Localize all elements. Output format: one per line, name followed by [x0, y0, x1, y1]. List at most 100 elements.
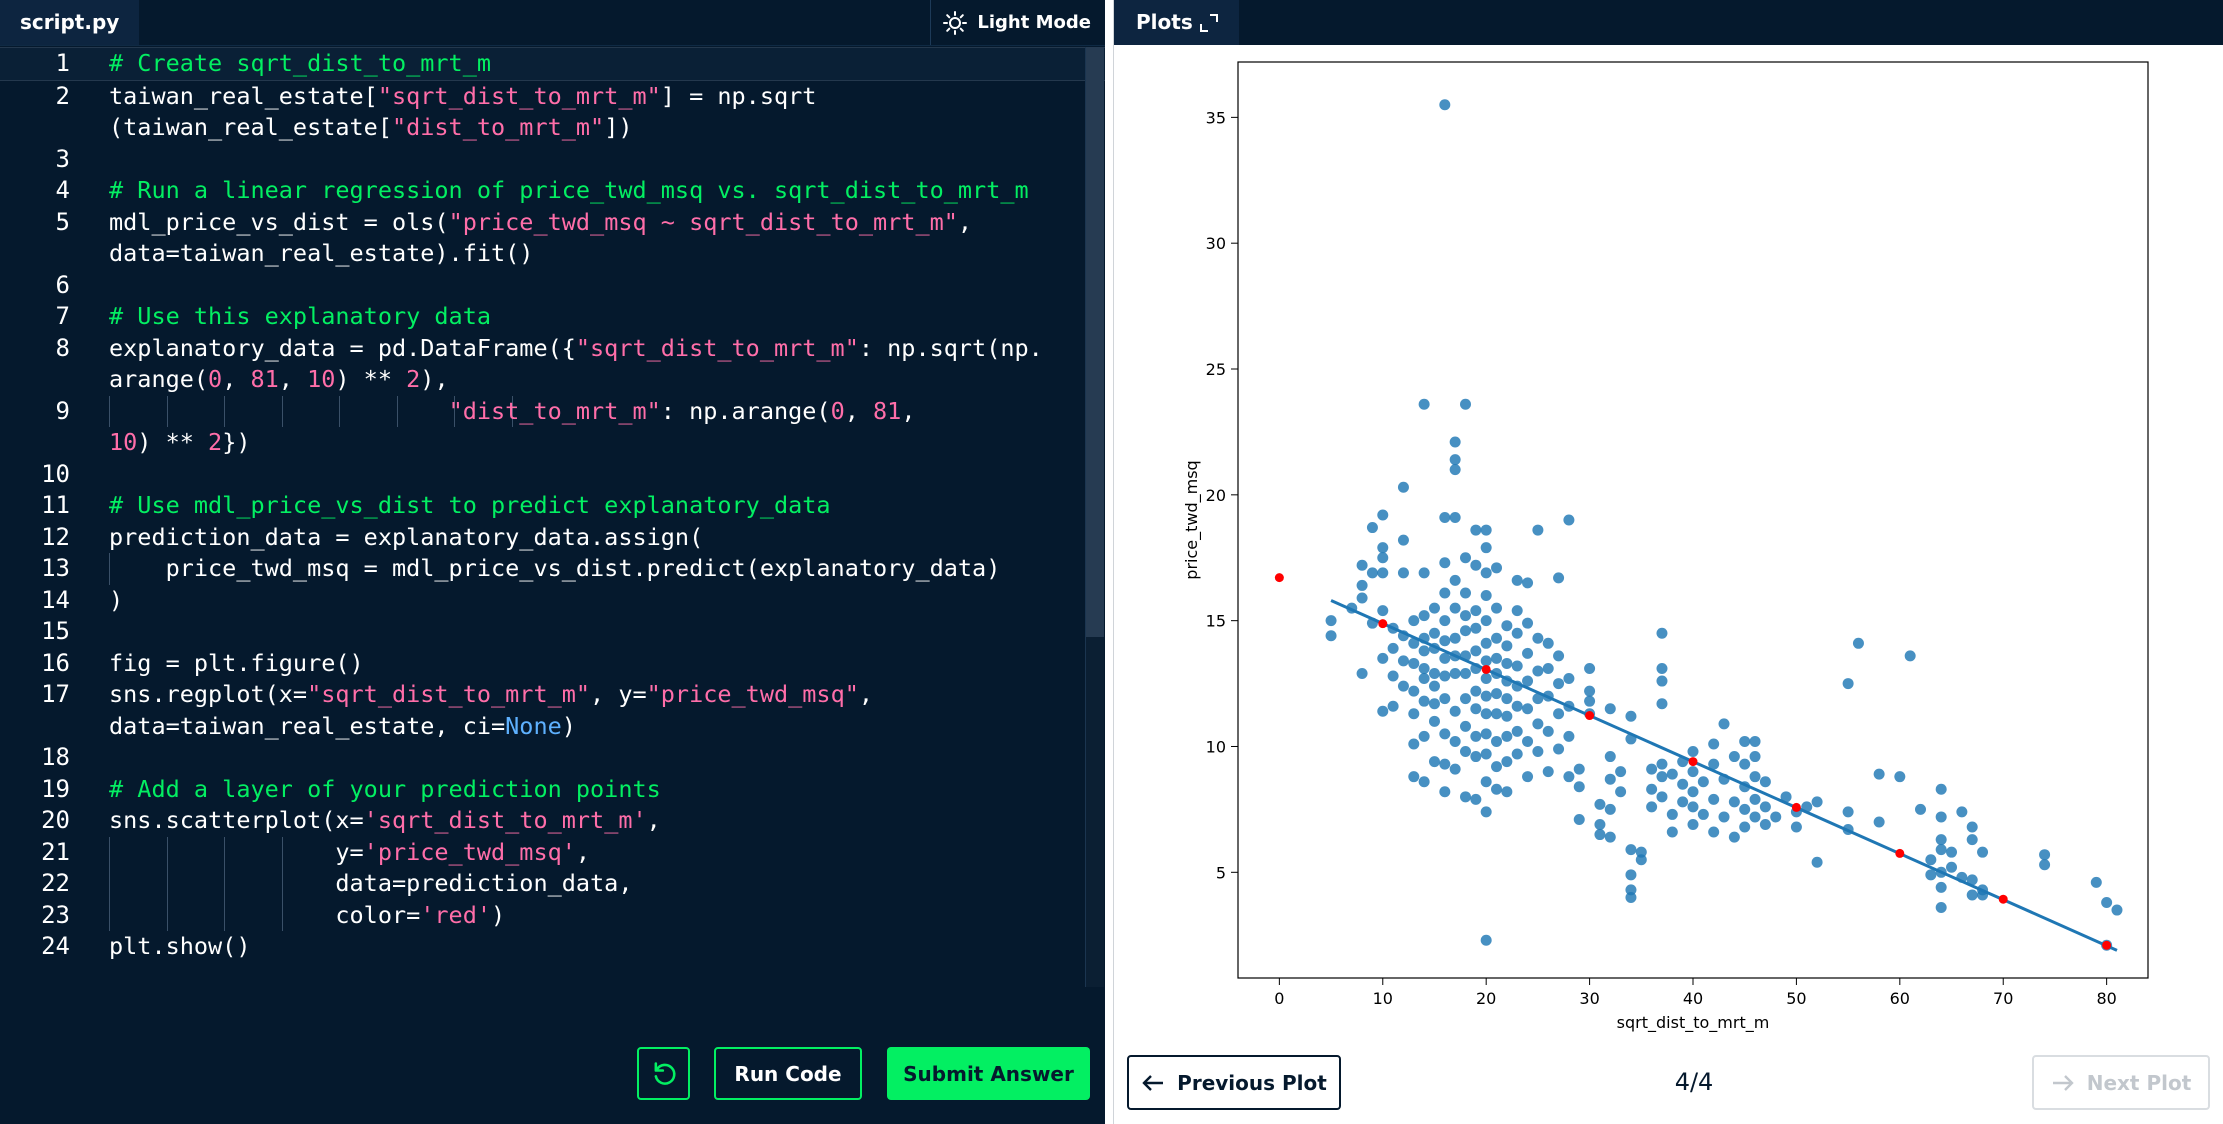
code-line[interactable]: data=taiwan_real_estate, ci=None): [0, 711, 1105, 743]
data-point: [1532, 632, 1544, 644]
code-text: explanatory_data = pd.DataFrame({"sqrt_d…: [109, 333, 1043, 365]
code-line[interactable]: 11 # Use mdl_price_vs_dist to predict exp…: [0, 490, 1105, 522]
code-line[interactable]: 5 mdl_price_vs_dist = ols("price_twd_msq …: [0, 207, 1105, 239]
data-point: [1491, 602, 1503, 614]
code-line[interactable]: arange(0, 81, 10) ** 2),: [0, 364, 1105, 396]
data-point: [1470, 645, 1482, 657]
code-line[interactable]: 21 y='price_twd_msq',: [0, 836, 1105, 868]
next-plot-button[interactable]: Next Plot: [2032, 1055, 2210, 1110]
data-point: [1377, 652, 1389, 664]
reset-button[interactable]: [637, 1047, 690, 1100]
code-line[interactable]: 6: [0, 270, 1105, 302]
code-text: color='red'): [109, 900, 505, 932]
code-line[interactable]: 23 color='red'): [0, 899, 1105, 932]
previous-plot-button[interactable]: Previous Plot: [1127, 1055, 1341, 1110]
data-point: [1542, 637, 1554, 649]
data-point: [1687, 818, 1699, 830]
code-token: "price_twd_msq": [646, 680, 859, 708]
code-line[interactable]: 4 # Run a linear regression of price_twd_…: [0, 175, 1105, 207]
plot-frame: [1237, 61, 2149, 979]
code-line[interactable]: 18: [0, 742, 1105, 774]
data-point: [1480, 934, 1492, 946]
sun-icon: [943, 10, 968, 35]
run-code-button[interactable]: Run Code: [714, 1047, 862, 1100]
plots-tab-label: Plots: [1136, 10, 1193, 34]
code-line[interactable]: 13 price_twd_msq = mdl_price_vs_dist.pre…: [0, 553, 1105, 585]
y-tick-label: 20: [1206, 486, 1226, 505]
editor-scrollbar[interactable]: [1085, 47, 1104, 987]
data-point: [1460, 398, 1471, 410]
data-point: [1594, 798, 1606, 810]
code-line[interactable]: 14): [0, 585, 1105, 617]
expand-icon[interactable]: [1199, 13, 1219, 33]
data-point: [1935, 881, 1947, 893]
data-point: [1408, 615, 1420, 627]
code-token: ,: [278, 365, 308, 393]
editor-tab-bar: script.py Light Mode: [0, 0, 1105, 46]
data-point: [1625, 844, 1637, 856]
prediction-point: [1895, 848, 1905, 858]
code-line[interactable]: 24 plt.show(): [0, 931, 1105, 963]
data-point: [1511, 700, 1523, 712]
code-editor[interactable]: 1 # Create sqrt_dist_to_mrt_m 2 taiwan_real…: [0, 47, 1105, 987]
data-point: [1604, 803, 1616, 815]
code-line[interactable]: 12 prediction_data = explanatory_data.ass…: [0, 522, 1105, 554]
data-point: [1397, 567, 1409, 579]
code-line[interactable]: 1 # Create sqrt_dist_to_mrt_m: [0, 47, 1105, 81]
code-line[interactable]: 7 # Use this explanatory data: [0, 301, 1105, 333]
editor-panel: script.py Light Mode 1 # Create sqrt_dist…: [0, 0, 1105, 1124]
indent-guide: [454, 395, 455, 427]
code-line[interactable]: 20 sns.scatterplot(x='sqrt_dist_to_mrt_m'…: [0, 805, 1105, 837]
data-point: [1604, 751, 1616, 763]
data-point: [2039, 859, 2051, 871]
plot-navigation: Previous Plot 4/4 Next Plot: [1114, 1055, 2223, 1110]
code-token: data=prediction_data,: [109, 869, 633, 897]
code-line[interactable]: 9 "dist_to_mrt_m": np.arange(0, 81,: [0, 395, 1105, 427]
code-line[interactable]: 10) ** 2}): [0, 427, 1105, 459]
code-token: ,: [222, 365, 251, 393]
code-token: 0: [208, 365, 223, 393]
tab-plots[interactable]: Plots: [1114, 0, 1239, 45]
data-point: [1470, 622, 1482, 634]
code-line[interactable]: 3: [0, 144, 1105, 176]
editor-scroll-thumb[interactable]: [1086, 47, 1104, 637]
code-line[interactable]: 8 explanatory_data = pd.DataFrame({"sqrt_…: [0, 333, 1105, 365]
code-line[interactable]: 17 sns.regplot(x="sqrt_dist_to_mrt_m", y=…: [0, 679, 1105, 711]
data-point: [1977, 846, 1989, 858]
data-point: [1449, 602, 1461, 614]
code-line[interactable]: 2 taiwan_real_estate["sqrt_dist_to_mrt_m"…: [0, 81, 1105, 113]
data-point: [1718, 718, 1730, 730]
x-axis-label: sqrt_dist_to_mrt_m: [1617, 1013, 1770, 1033]
code-text: taiwan_real_estate["sqrt_dist_to_mrt_m"]…: [109, 81, 816, 113]
data-point: [1377, 542, 1389, 554]
theme-toggle-button[interactable]: Light Mode: [930, 0, 1105, 45]
data-point: [1470, 751, 1482, 763]
code-token: ,: [858, 680, 874, 708]
data-point: [1428, 698, 1440, 710]
code-token: sns.regplot(x=: [109, 680, 308, 708]
code-token: 81: [250, 365, 279, 393]
code-line[interactable]: 22 data=prediction_data,: [0, 868, 1105, 900]
data-point: [1584, 685, 1596, 697]
tab-script-py[interactable]: script.py: [0, 0, 140, 45]
code-token: ),: [420, 365, 449, 393]
x-tick-label: 50: [1786, 989, 1806, 1008]
code-token: ,: [901, 396, 916, 425]
code-line[interactable]: 16 fig = plt.figure(): [0, 648, 1105, 680]
code-line[interactable]: 19 # Add a layer of your prediction point…: [0, 774, 1105, 806]
data-point: [1491, 632, 1503, 644]
data-point: [1646, 783, 1658, 795]
code-line[interactable]: (taiwan_real_estate["dist_to_mrt_m"]): [0, 112, 1105, 144]
line-number: 7: [55, 302, 70, 330]
data-point: [1480, 567, 1492, 579]
code-text: 10) ** 2}): [109, 427, 251, 459]
data-point: [1408, 771, 1420, 783]
code-line[interactable]: data=taiwan_real_estate).fit(): [0, 238, 1105, 270]
code-token: 81: [873, 396, 902, 425]
data-point: [1449, 763, 1461, 775]
line-number: 18: [41, 743, 70, 771]
code-line[interactable]: 10: [0, 459, 1105, 491]
submit-answer-button[interactable]: Submit Answer: [887, 1047, 1090, 1100]
data-point: [1966, 821, 1978, 833]
code-line[interactable]: 15: [0, 616, 1105, 648]
